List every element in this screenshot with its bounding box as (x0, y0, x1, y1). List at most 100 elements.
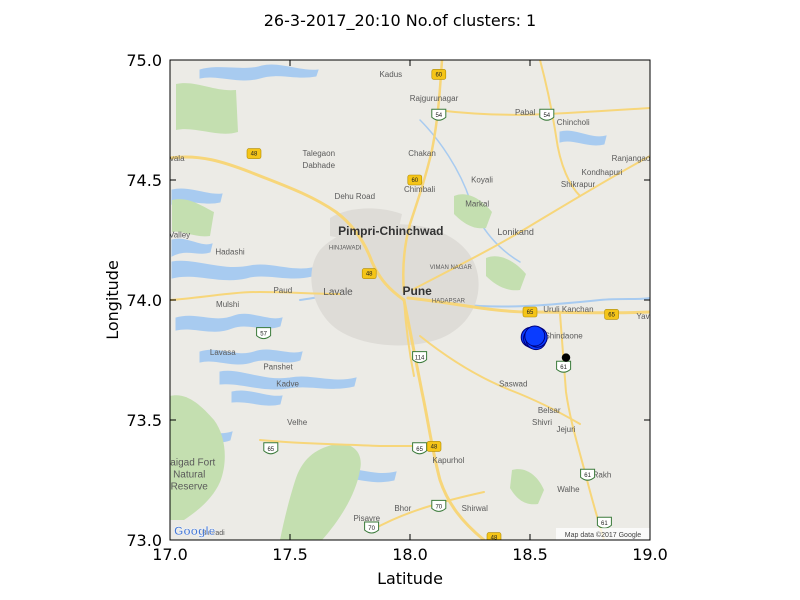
sh-shield-shape (412, 351, 428, 364)
map-place-label: Dabhade (303, 161, 336, 170)
map-place-label: Lavasa (210, 348, 236, 357)
y-axis: 73.0 73.5 74.0 74.5 75.0 (126, 51, 650, 550)
x-tick-label: 18.5 (512, 545, 548, 564)
highway-shield-icon: 65 (263, 442, 279, 455)
y-tick-label: 73.0 (126, 531, 162, 550)
y-tick-label: 74.0 (126, 291, 162, 310)
x-tick-label: 17.5 (272, 545, 308, 564)
urban-pcmc (330, 208, 402, 241)
map-place-label: Shindaone (544, 331, 583, 340)
sh-shield-shape (539, 108, 555, 121)
park-sinhagad (280, 443, 361, 540)
highway-shield-icon: 54 (539, 108, 555, 121)
highway-shield-icon: 114 (412, 351, 428, 364)
chart-title: 26-3-2017_20:10 No.of clusters: 1 (264, 11, 536, 31)
road-nh65-west (259, 439, 421, 448)
highway-shield-label: 61 (601, 521, 608, 527)
reservoir-west-2 (171, 238, 213, 257)
google-logo: Google (174, 524, 216, 538)
highway-shield-icon: 70 (431, 499, 447, 512)
highway-shield-icon: 48 (486, 532, 502, 542)
map-place-label: Belsar (538, 406, 561, 415)
road-north-east (539, 60, 581, 197)
map-place-label: Dehu Road (335, 192, 375, 201)
map-place-label: Uruli Kanchan (543, 305, 593, 314)
highway-shield-icon: 48 (246, 148, 262, 159)
x-tick-label: 17.0 (152, 545, 188, 564)
highway-shield-label: 70 (368, 526, 375, 532)
nh-shield-shape (426, 441, 442, 452)
park-northwest (176, 83, 238, 134)
map-place-label: Valley (169, 231, 190, 240)
map-parks (170, 83, 544, 540)
nh-shield-shape (407, 174, 423, 186)
map-place-label: Pabal (515, 108, 536, 117)
highway-shield-label: 114 (415, 356, 425, 362)
highway-shield-icon: 61 (556, 360, 572, 373)
reservoir-panshet (199, 349, 303, 365)
map-place-label: Markal (465, 199, 489, 208)
cluster-point (524, 325, 546, 347)
park-south-east (510, 469, 544, 505)
map-highway-shields: 60 54 54 48 60 48 65 65 57 114 61 65 65 48 61 70 70 48 61 (246, 69, 619, 542)
road-sh114 (403, 299, 415, 377)
highway-shield-label: 65 (416, 447, 423, 453)
highway-shield-label: 57 (260, 332, 267, 338)
map-place-label: Chincholi (557, 118, 590, 127)
map-place-label: Pisavre (353, 514, 380, 523)
sh-shield-shape (580, 468, 596, 481)
map-place-label: Talegaon (303, 149, 335, 158)
highway-shield-label: 65 (608, 312, 615, 318)
map-place-label: HADAPSAR (432, 298, 466, 304)
highway-shield-label: 65 (527, 310, 534, 316)
map-place-label: Reserve (171, 482, 209, 493)
road-nh60 (402, 60, 444, 294)
highway-shield-icon: 61 (580, 468, 596, 481)
map-place-label: Jejuri (556, 425, 575, 434)
reservoir-mulshi (175, 313, 283, 332)
nh-shield-shape (486, 532, 502, 540)
y-tick-label: 73.5 (126, 411, 162, 430)
map-place-label: Lonikand (497, 227, 534, 237)
map-place-label: Rakh (593, 471, 612, 480)
map-place-label: Rajgurunagar (410, 94, 459, 103)
sh-shield-shape (364, 521, 380, 534)
y-tick-label: 75.0 (126, 51, 162, 70)
park-raigad (170, 395, 225, 520)
map-place-label: Shivri (532, 418, 552, 427)
highway-shield-label: 48 (431, 444, 438, 450)
highway-shield-label: 48 (251, 152, 258, 158)
highway-shield-icon: 48 (426, 441, 442, 452)
highway-shield-icon: 70 (364, 521, 380, 534)
reservoir-khadakwasla (219, 370, 357, 390)
map-place-label: Koyali (471, 175, 493, 184)
highway-shield-label: 54 (543, 113, 550, 119)
outlier-point (561, 353, 571, 362)
highway-shield-icon: 65 (604, 309, 619, 320)
map-place-label: Panshet (263, 363, 293, 372)
map-place-label: Walhe (557, 485, 580, 494)
highway-shield-label: 48 (491, 536, 498, 542)
park-markal (454, 194, 492, 229)
urban-pune (311, 224, 479, 346)
road-shikrapur (411, 155, 650, 291)
highway-shield-icon: 54 (431, 108, 447, 121)
map-place-label: VIMAN NAGAR (430, 265, 473, 271)
map-place-label: Pune (403, 284, 433, 298)
highway-shield-label: 65 (267, 447, 274, 453)
highway-shield-icon: 48 (361, 268, 377, 279)
x-tick-label: 19.0 (632, 545, 668, 564)
attribution-text: Map data ©2017 Google (565, 531, 641, 539)
map-place-label: Natural (173, 470, 205, 481)
highway-shield-label: 60 (411, 178, 418, 184)
park-west (172, 199, 214, 237)
y-axis-label: Longitude (103, 260, 122, 340)
highway-shield-icon: 60 (407, 174, 423, 186)
highway-shield-icon: 65 (412, 442, 428, 455)
map-place-label: Raigad Fort (163, 458, 215, 469)
map-place-label: Kadve (276, 379, 299, 388)
map-place-label: Chimbali (404, 185, 435, 194)
map-attribution: Map data ©2017 Google (556, 528, 650, 540)
sh-shield-shape (431, 499, 447, 512)
